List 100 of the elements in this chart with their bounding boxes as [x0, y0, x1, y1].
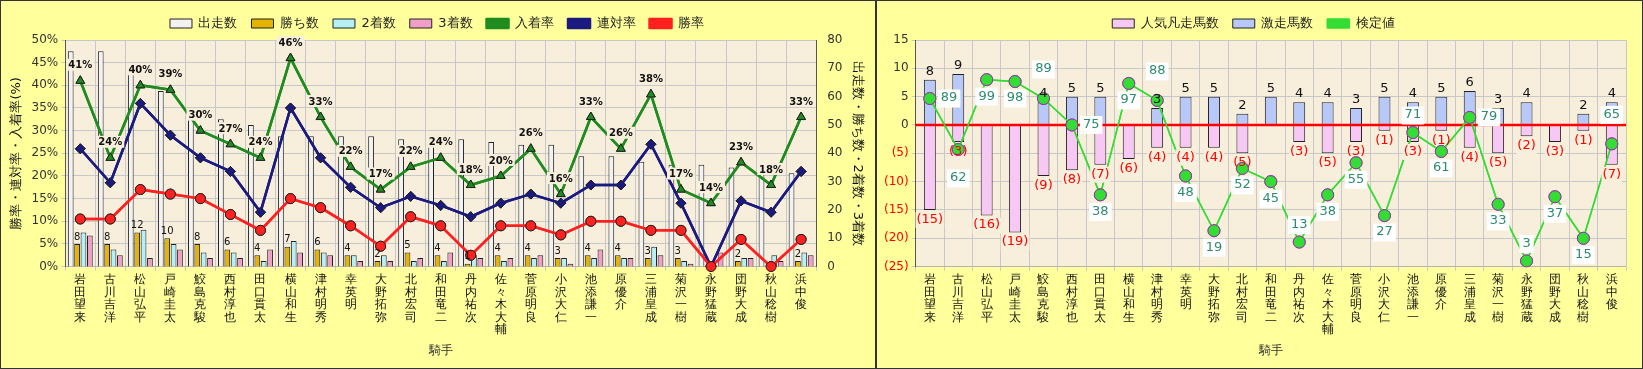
y-tick-label: 10%	[31, 213, 59, 228]
data-label: 4	[1408, 85, 1418, 101]
data-label: 27%	[218, 122, 243, 134]
data-label: (4)	[1460, 148, 1479, 164]
x-tick-label: 西村淳也	[223, 272, 237, 324]
x-tick-label: 鮫島克駿	[1036, 272, 1050, 324]
x-tick-label: 佐々木大輔	[1321, 272, 1334, 337]
data-label: 24%	[248, 136, 273, 148]
y-tick-label: 5%	[39, 236, 59, 251]
data-label: 27	[1376, 223, 1393, 239]
data-label: 61	[1433, 159, 1450, 175]
data-label: (1)	[1375, 131, 1394, 147]
data-label: 20%	[488, 154, 513, 166]
data-label: 10	[160, 224, 174, 236]
y-tick-label: 20%	[31, 168, 59, 183]
data-label: 13	[1290, 215, 1308, 231]
data-label: (8)	[1062, 171, 1082, 187]
data-label: 38	[1092, 202, 1109, 218]
x-tick-label: 松山弘平	[980, 272, 994, 324]
x-tick-label: 小沢大仁	[553, 272, 567, 324]
x-tick-label: 田口貫太	[1094, 272, 1107, 324]
data-label: 16%	[548, 172, 573, 184]
data-label: 14%	[699, 181, 723, 193]
data-label: 18%	[458, 163, 483, 175]
data-label: 4	[524, 241, 531, 253]
y-tick-label: (15)	[883, 202, 909, 217]
x-tick-label: 団野大成	[735, 272, 748, 324]
y-tick-label: 15	[893, 32, 909, 47]
x-tick-label: 北村宏司	[1235, 272, 1249, 324]
data-label: 4	[1607, 85, 1616, 101]
legend-label: 入着率	[515, 14, 555, 30]
data-label: 17%	[669, 168, 693, 180]
data-label: 18%	[759, 163, 784, 175]
x-tick-label: 大野拓弥	[1206, 272, 1220, 324]
data-label: 26%	[608, 127, 633, 139]
data-label: 5	[1067, 79, 1077, 95]
y-tick-label: (25)	[883, 258, 909, 273]
data-label: 6	[224, 236, 231, 248]
data-label: 7	[284, 233, 291, 245]
x-tick-label: 横山和生	[1122, 272, 1135, 324]
data-label: 30%	[188, 109, 213, 121]
data-label: 79	[1480, 108, 1498, 124]
x-tick-label: 菊沢一樹	[674, 272, 687, 324]
y-tick-label: 15%	[31, 190, 59, 205]
data-label: 5	[1209, 79, 1219, 95]
data-label: 89	[940, 89, 958, 105]
y2-tick-label: 30	[827, 173, 843, 188]
x-tick-label: 池添謙一	[1406, 272, 1419, 324]
data-label: 3	[644, 244, 651, 256]
legend-label: 連対率	[596, 14, 636, 30]
y-tick-label: 40%	[31, 77, 59, 92]
data-label: 45	[1262, 189, 1280, 205]
x-tick-label: 岩田望来	[923, 272, 936, 324]
data-label: 3	[674, 244, 681, 256]
data-label: 5	[404, 239, 411, 251]
x-tick-label: 佐々木大輔	[494, 272, 507, 337]
data-label: (4)	[1176, 148, 1195, 164]
data-label: 88	[1148, 62, 1166, 78]
x-tick-label: 大野拓弥	[373, 272, 387, 324]
y2-tick-label: 60	[827, 88, 843, 103]
data-label: 9	[954, 56, 963, 72]
x-tick-label: 原優介	[614, 272, 627, 312]
y-tick-label: 35%	[31, 100, 59, 115]
data-label: 1	[464, 250, 471, 262]
y2-tick-label: 80	[827, 32, 843, 47]
data-label: 8	[73, 230, 81, 242]
y2-tick-label: 20	[827, 202, 843, 217]
y-tick-label: 45%	[31, 54, 59, 69]
data-label: 22%	[338, 145, 363, 157]
data-label: 48	[1177, 183, 1194, 199]
data-label: (3)	[1346, 142, 1366, 158]
y-tick-label: 5	[900, 88, 909, 103]
data-label: 6	[1465, 73, 1474, 89]
x-tick-label: 和田竜二	[1264, 272, 1277, 324]
data-label: 24%	[428, 136, 453, 148]
data-label: 52	[1234, 176, 1251, 192]
data-label: 2	[1579, 96, 1588, 112]
data-label: 24%	[98, 136, 123, 148]
data-label: 99	[978, 87, 995, 103]
x-tick-label: 丹内祐次	[1293, 272, 1306, 324]
x-tick-label: 戸崎圭太	[1009, 272, 1022, 324]
data-label: 40%	[128, 63, 153, 75]
x-tick-label: 戸崎圭太	[164, 272, 177, 324]
data-label: 71	[1404, 106, 1422, 122]
legend-label: 検定値	[1355, 14, 1395, 30]
data-label: 4	[614, 241, 621, 253]
data-label: 26%	[518, 127, 543, 139]
data-label: 38	[1319, 202, 1336, 218]
data-label: 23%	[729, 140, 754, 152]
data-label: 3	[1493, 90, 1503, 106]
x-tick-label: 丹内祐次	[464, 272, 477, 324]
data-label: 89	[1035, 60, 1052, 76]
data-label: 15	[1575, 246, 1592, 262]
data-label: (7)	[1602, 165, 1621, 181]
data-label: 5	[1380, 79, 1389, 95]
data-label: 5	[1266, 79, 1275, 95]
x-tick-label: 岩田望来	[74, 272, 87, 324]
x-tick-label: 三浦皇成	[644, 272, 657, 324]
data-label: 5	[1096, 79, 1105, 95]
data-label: 5	[1181, 79, 1190, 95]
